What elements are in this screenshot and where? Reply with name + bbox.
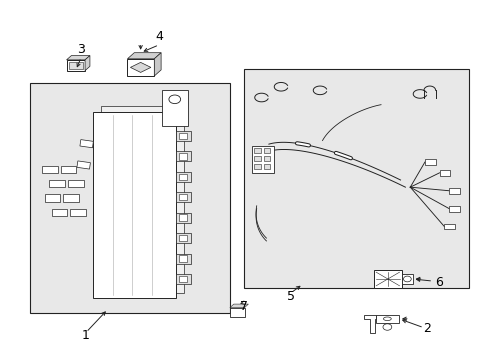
Bar — [178, 153, 187, 159]
Bar — [68, 180, 83, 187]
Bar — [424, 159, 435, 165]
Polygon shape — [130, 62, 151, 72]
Polygon shape — [85, 55, 90, 71]
Polygon shape — [375, 315, 398, 323]
Bar — [80, 140, 93, 148]
Bar — [244, 69, 468, 288]
Bar — [254, 164, 260, 169]
Bar — [176, 172, 190, 182]
Bar — [176, 253, 190, 264]
Ellipse shape — [383, 317, 390, 320]
Text: 6: 6 — [435, 276, 443, 289]
Bar — [448, 206, 459, 212]
Bar — [264, 148, 270, 153]
Bar — [264, 156, 270, 161]
Bar — [254, 156, 260, 161]
Bar — [52, 209, 67, 216]
Bar — [127, 59, 154, 76]
Polygon shape — [154, 53, 161, 76]
Bar — [69, 62, 82, 69]
Bar — [229, 308, 244, 317]
Bar — [178, 276, 187, 282]
Bar — [161, 90, 188, 126]
Bar — [254, 148, 260, 153]
Bar — [178, 215, 187, 221]
Bar — [77, 161, 90, 169]
Bar — [448, 188, 459, 194]
Bar — [178, 133, 187, 139]
Bar — [251, 146, 273, 173]
Bar — [93, 112, 176, 298]
Bar — [178, 194, 187, 201]
Polygon shape — [363, 315, 375, 333]
Text: 1: 1 — [82, 329, 90, 342]
Polygon shape — [127, 53, 161, 59]
Polygon shape — [229, 304, 248, 308]
Bar — [373, 270, 401, 288]
Bar — [178, 174, 187, 180]
Bar — [66, 60, 85, 71]
Bar — [178, 255, 187, 262]
Text: 5: 5 — [286, 290, 294, 303]
Text: 2: 2 — [423, 322, 430, 335]
Bar — [61, 166, 76, 173]
Polygon shape — [66, 55, 90, 60]
Bar — [176, 131, 190, 141]
Text: 7: 7 — [240, 300, 248, 313]
Bar — [264, 164, 270, 169]
Text: 3: 3 — [77, 42, 85, 55]
Bar — [439, 170, 449, 176]
Bar — [401, 274, 412, 284]
Bar — [30, 83, 229, 313]
Bar — [176, 233, 190, 243]
Bar — [70, 209, 86, 216]
Bar — [176, 192, 190, 202]
Bar — [101, 107, 183, 293]
Bar — [42, 166, 58, 173]
Bar — [178, 235, 187, 241]
Bar — [63, 194, 79, 202]
Bar — [176, 274, 190, 284]
Text: 4: 4 — [155, 30, 163, 43]
Bar — [44, 194, 60, 202]
Bar — [176, 151, 190, 161]
Bar — [176, 213, 190, 223]
Bar — [49, 180, 65, 187]
Bar — [444, 224, 454, 229]
